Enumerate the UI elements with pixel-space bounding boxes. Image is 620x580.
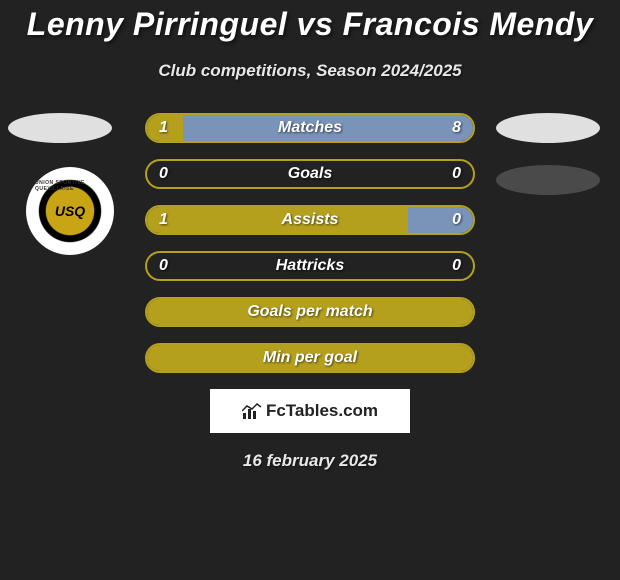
chart-icon [242,403,262,419]
watermark-text: FcTables.com [266,401,378,421]
chart-area: UNION SPORTIVE QUEVILLAISE USQ 18Matches… [0,113,620,373]
stat-label: Matches [147,115,473,141]
watermark: FcTables.com [210,389,410,433]
player-right-logo-placeholder-2 [496,165,600,195]
page-title: Lenny Pirringuel vs Francois Mendy [0,0,620,43]
club-badge-inner: UNION SPORTIVE QUEVILLAISE USQ [35,176,105,246]
stat-bar: Min per goal [145,343,475,373]
stat-label: Goals per match [147,299,473,325]
club-badge-center-text: USQ [55,203,85,219]
stat-label: Hattricks [147,253,473,279]
player-right-logo-placeholder-1 [496,113,600,143]
stat-label: Min per goal [147,345,473,371]
date: 16 february 2025 [0,451,620,471]
stat-bar: 00Hattricks [145,251,475,281]
club-badge: UNION SPORTIVE QUEVILLAISE USQ [26,167,114,255]
player-left-logo-placeholder [8,113,112,143]
subtitle: Club competitions, Season 2024/2025 [0,61,620,81]
stat-bar: 10Assists [145,205,475,235]
stat-label: Assists [147,207,473,233]
stat-bar: Goals per match [145,297,475,327]
stat-label: Goals [147,161,473,187]
stat-bar: 18Matches [145,113,475,143]
club-badge-outer-text: UNION SPORTIVE QUEVILLAISE [35,180,105,192]
stat-bar: 00Goals [145,159,475,189]
stats-bars: 18Matches 00Goals 10Assists 00Hattricks Goal… [145,113,475,373]
